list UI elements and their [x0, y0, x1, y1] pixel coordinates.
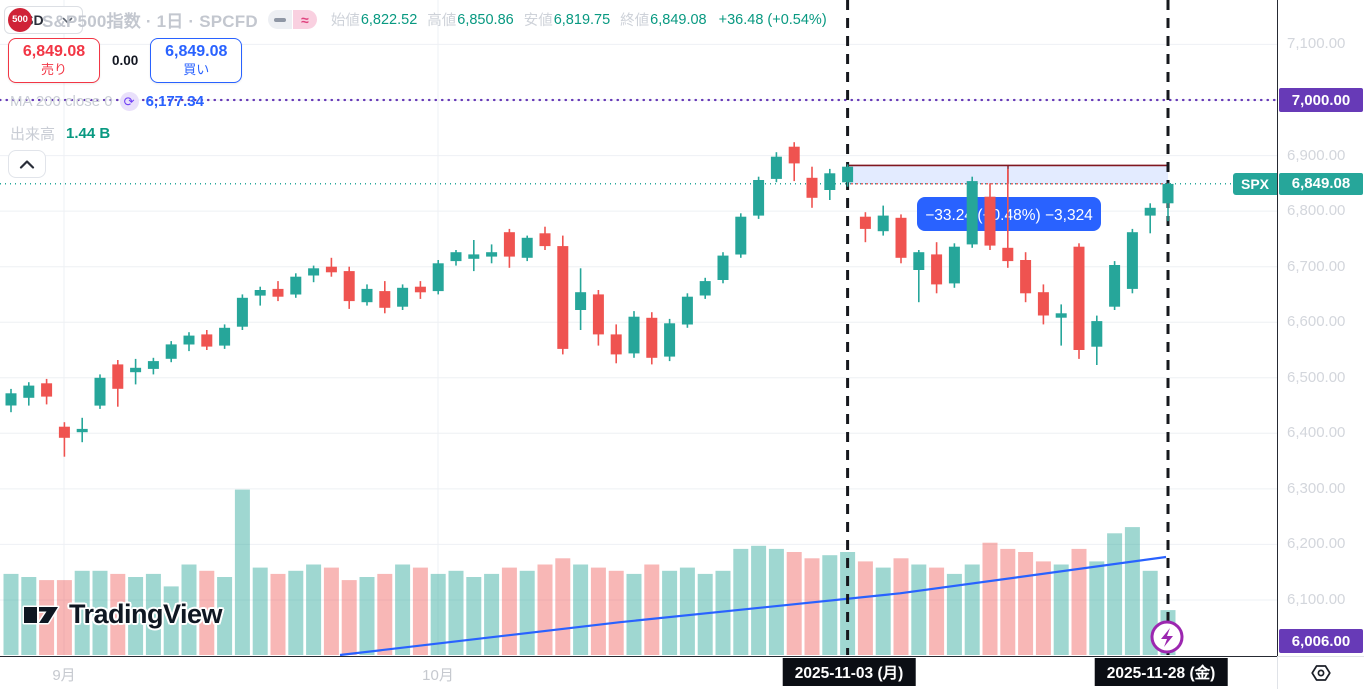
- price-tick: 6,900.00: [1287, 146, 1346, 164]
- price-tick: 6,800.00: [1287, 202, 1346, 220]
- buy-price: 6,849.08: [165, 43, 228, 61]
- indicator-toggle-pill: ≈: [267, 10, 317, 29]
- date-badge: 2025-11-28 (金): [1094, 658, 1228, 686]
- open-label: 始値: [330, 13, 360, 29]
- svg-text:−33.24 (−0.48%) −3,324: −33.24 (−0.48%) −3,324: [925, 207, 1093, 224]
- low-label: 安値: [523, 13, 553, 29]
- measure-tooltip[interactable]: −33.24 (−0.48%) −3,324: [917, 197, 1101, 231]
- sync-icon: ⟳: [119, 92, 139, 111]
- buy-label: 買い: [183, 62, 210, 78]
- sell-button[interactable]: 6,849.08 売り: [8, 38, 100, 83]
- price-tick: 6,500.00: [1287, 368, 1346, 386]
- sp500-logo-icon: 500: [8, 7, 32, 32]
- date-badge: 2025-11-03 (月): [782, 658, 916, 686]
- time-axis[interactable]: 9月 10月 2025-11-03 (月) 2025-11-28 (金): [0, 656, 1277, 689]
- approx-pill-icon[interactable]: ≈: [292, 10, 317, 29]
- ma-legend-label: MA 200 close 0: [10, 93, 113, 110]
- lightning-marker-icon[interactable]: [1150, 620, 1184, 654]
- tradingview-mark-icon: [22, 605, 60, 624]
- price-tick: 6,300.00: [1287, 479, 1346, 497]
- volume-legend-value: 1.44 B: [66, 125, 111, 142]
- dash-icon: [273, 17, 286, 22]
- tradingview-logo[interactable]: TradingView: [22, 599, 223, 630]
- month-label: 10月: [422, 667, 454, 684]
- volume-legend-label: 出来高: [10, 126, 56, 143]
- sell-label: 売り: [40, 62, 67, 78]
- volume-legend[interactable]: 出来高 1.44 B: [10, 123, 110, 144]
- spx-price-tag: SPX: [1233, 172, 1277, 195]
- price-tick: 6,200.00: [1287, 535, 1346, 553]
- price-axis[interactable]: 7,100.00 7,000.00 6,900.00 6,800.00 6,700.00…: [1277, 0, 1364, 656]
- last-price-badge: 6,849.08: [1279, 172, 1363, 195]
- high-label: 高値: [427, 13, 457, 29]
- trade-panel: 6,849.08 売り 0.00 6,849.08 買い: [8, 38, 243, 83]
- lower-level-badge: 6,006.00: [1279, 629, 1363, 653]
- date-dashed-lines[interactable]: [846, 0, 1170, 655]
- price-tick: 6,600.00: [1287, 313, 1346, 331]
- price-tick: 6,100.00: [1287, 591, 1346, 608]
- settings-hexagon-icon[interactable]: [1309, 661, 1333, 685]
- volume-layer: [3, 489, 1176, 655]
- price-tick: 7,100.00: [1287, 35, 1346, 53]
- sell-price: 6,849.08: [22, 43, 86, 61]
- open-value: 6,822.52: [360, 11, 418, 28]
- change-value: +36.48 (+0.54%): [718, 11, 827, 28]
- symbol-header: 500 S&P500指数 · 1日 · SPCFD ≈ 始値 6,822.52 …: [8, 7, 827, 32]
- minus-pill-icon[interactable]: [267, 10, 292, 29]
- symbol-title[interactable]: S&P500指数 · 1日 · SPCFD: [42, 12, 258, 31]
- chevron-up-icon: [19, 159, 35, 169]
- close-label: 終値: [620, 13, 650, 29]
- month-label: 9月: [52, 667, 76, 684]
- collapse-panel-button[interactable]: [8, 150, 46, 178]
- axis-corner: [1277, 656, 1364, 689]
- ma-legend-value: 6,177.34: [145, 93, 204, 110]
- upper-level-badge: 7,000.00: [1279, 88, 1363, 112]
- buy-button[interactable]: 6,849.08 買い: [150, 38, 243, 83]
- low-value: 6,819.75: [553, 11, 611, 28]
- close-value: 6,849.08: [650, 11, 707, 28]
- price-tick: 6,400.00: [1287, 424, 1346, 442]
- spread-value: 0.00: [112, 53, 139, 68]
- chevron-down-icon: [62, 17, 73, 24]
- price-tick: 6,700.00: [1287, 257, 1346, 275]
- candles-layer: [5, 142, 1174, 457]
- level-lines: [0, 98, 1279, 185]
- high-value: 6,850.86: [457, 11, 514, 28]
- ohlc-row: 始値 6,822.52 高値 6,850.86 安値 6,819.75 終値 6…: [331, 9, 827, 30]
- ma200-line[interactable]: [339, 555, 1167, 657]
- tradingview-logo-text: TradingView: [69, 599, 223, 629]
- ma-legend[interactable]: MA 200 close 0 ⟳ 6,177.34: [10, 92, 204, 111]
